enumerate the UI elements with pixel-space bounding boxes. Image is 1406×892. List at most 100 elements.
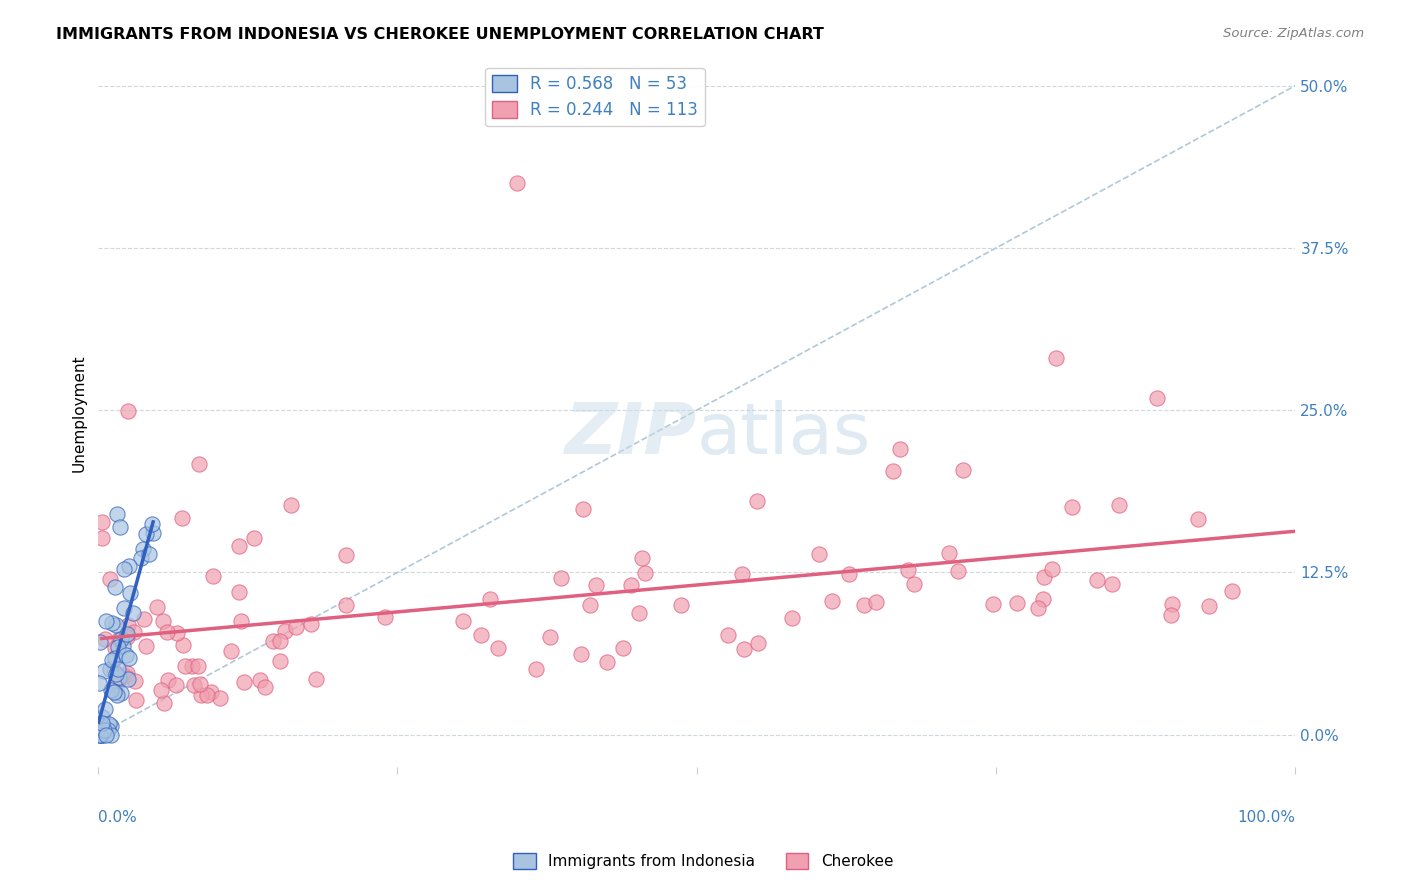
Point: [183, 678, 205, 692]
Point: [882, 464, 904, 478]
Point: [146, 599, 169, 614]
Point: [100, 662, 122, 676]
Point: [889, 442, 911, 457]
Text: Source: ZipAtlas.com: Source: ZipAtlas.com: [1223, 27, 1364, 40]
Point: [1222, 583, 1244, 598]
Point: [254, 680, 277, 694]
Point: [335, 598, 357, 612]
Point: [155, 625, 177, 640]
Point: [94, 728, 117, 742]
Point: [107, 662, 129, 676]
Point: [132, 542, 155, 557]
Point: [1032, 591, 1054, 606]
Legend: Immigrants from Indonesia, Cherokee: Immigrants from Indonesia, Cherokee: [506, 847, 900, 875]
Point: [181, 659, 204, 673]
Point: [172, 638, 194, 652]
Point: [733, 642, 755, 657]
Point: [111, 639, 134, 653]
Point: [89, 728, 111, 742]
Point: [187, 659, 209, 673]
Point: [188, 676, 211, 690]
Point: [233, 675, 256, 690]
Point: [110, 686, 132, 700]
Point: [142, 526, 165, 541]
Point: [1045, 351, 1067, 366]
Point: [808, 547, 831, 561]
Point: [90, 728, 112, 742]
Point: [124, 673, 146, 688]
Point: [103, 664, 125, 678]
Point: [105, 617, 128, 632]
Point: [135, 639, 157, 653]
Point: [229, 614, 252, 628]
Point: [269, 634, 291, 648]
Point: [89, 634, 111, 648]
Point: [299, 616, 322, 631]
Point: [104, 640, 127, 655]
Point: [112, 600, 135, 615]
Point: [118, 586, 141, 600]
Point: [1062, 500, 1084, 515]
Point: [745, 494, 768, 508]
Point: [1026, 601, 1049, 615]
Point: [105, 675, 128, 690]
Point: [1040, 562, 1063, 576]
Text: atlas: atlas: [697, 401, 872, 469]
Point: [94, 702, 117, 716]
Point: [117, 404, 139, 418]
Point: [129, 550, 152, 565]
Point: [101, 653, 124, 667]
Point: [262, 634, 284, 648]
Point: [952, 463, 974, 477]
Point: [470, 628, 492, 642]
Point: [115, 630, 138, 644]
Point: [91, 728, 114, 742]
Point: [141, 516, 163, 531]
Point: [93, 723, 115, 738]
Point: [96, 614, 118, 628]
Point: [114, 648, 136, 662]
Point: [486, 640, 509, 655]
Point: [335, 548, 357, 562]
Point: [104, 666, 127, 681]
Point: [1032, 570, 1054, 584]
Point: [91, 710, 114, 724]
Point: [152, 614, 174, 628]
Point: [524, 662, 547, 676]
Point: [1101, 577, 1123, 591]
Point: [1160, 607, 1182, 622]
Point: [200, 684, 222, 698]
Point: [87, 728, 110, 742]
Point: [97, 723, 120, 738]
Point: [852, 598, 875, 612]
Y-axis label: Unemployment: Unemployment: [72, 355, 86, 472]
Point: [242, 532, 264, 546]
Point: [269, 654, 291, 668]
Point: [108, 670, 131, 684]
Point: [228, 585, 250, 599]
Point: [374, 609, 396, 624]
Point: [103, 580, 125, 594]
Point: [100, 719, 122, 733]
Point: [93, 632, 115, 646]
Text: IMMIGRANTS FROM INDONESIA VS CHEROKEE UNEMPLOYMENT CORRELATION CHART: IMMIGRANTS FROM INDONESIA VS CHEROKEE UN…: [56, 27, 824, 42]
Point: [612, 640, 634, 655]
Point: [717, 628, 740, 642]
Point: [165, 678, 187, 692]
Point: [596, 655, 619, 669]
Point: [569, 647, 592, 661]
Point: [118, 651, 141, 665]
Point: [572, 502, 595, 516]
Point: [112, 562, 135, 576]
Point: [107, 640, 129, 654]
Point: [90, 531, 112, 545]
Point: [634, 566, 657, 580]
Point: [731, 566, 754, 581]
Legend: R = 0.568   N = 53, R = 0.244   N = 113: R = 0.568 N = 53, R = 0.244 N = 113: [485, 68, 704, 126]
Point: [897, 563, 920, 577]
Point: [627, 606, 650, 620]
Point: [865, 595, 887, 609]
Point: [451, 614, 474, 628]
Point: [91, 716, 114, 731]
Point: [1198, 599, 1220, 613]
